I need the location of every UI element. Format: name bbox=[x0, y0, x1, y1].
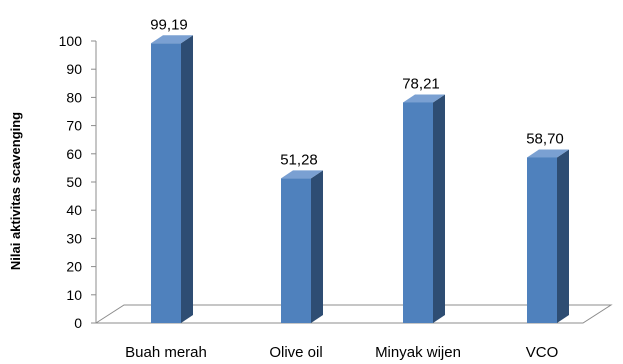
data-labels: 99,19 51,28 78,21 58,70 bbox=[150, 16, 564, 168]
data-label: 58,70 bbox=[526, 130, 564, 147]
y-tick-label: 60 bbox=[66, 146, 82, 162]
bar-side bbox=[557, 149, 569, 323]
data-label: 99,19 bbox=[150, 16, 188, 33]
bar bbox=[527, 149, 569, 323]
bar-top bbox=[527, 149, 569, 158]
bar-front bbox=[527, 157, 557, 323]
y-tick-label: 100 bbox=[59, 33, 83, 49]
bar-front bbox=[281, 178, 311, 323]
bar-front bbox=[403, 102, 433, 323]
category-labels: Buah merah Olive oil Minyak wijen VCO bbox=[125, 344, 558, 361]
y-axis bbox=[91, 40, 97, 324]
y-axis-title: Nilai aktivitas scavenging bbox=[8, 112, 23, 270]
y-tick-label: 70 bbox=[66, 118, 82, 134]
bar bbox=[281, 170, 323, 323]
bars bbox=[151, 35, 569, 323]
y-tick-label: 0 bbox=[74, 315, 82, 331]
category-label: Minyak wijen bbox=[375, 344, 461, 361]
y-tick-label: 50 bbox=[66, 174, 82, 190]
y-tick-labels: 0 10 20 30 40 50 60 70 80 90 100 bbox=[59, 33, 83, 331]
data-label: 78,21 bbox=[402, 75, 440, 92]
bar-top bbox=[403, 94, 445, 103]
y-tick-label: 40 bbox=[66, 202, 82, 218]
data-label: 51,28 bbox=[280, 151, 318, 168]
category-label: VCO bbox=[526, 344, 559, 361]
y-tick-label: 20 bbox=[66, 259, 82, 275]
bar-side bbox=[181, 35, 193, 323]
y-tick-label: 10 bbox=[66, 287, 82, 303]
bar-front bbox=[151, 43, 181, 323]
bar-top bbox=[281, 170, 323, 179]
y-tick-label: 90 bbox=[66, 61, 82, 77]
category-label: Buah merah bbox=[125, 344, 207, 361]
bar bbox=[151, 35, 193, 323]
bar-side bbox=[433, 94, 445, 323]
y-tick-label: 30 bbox=[66, 230, 82, 246]
bar bbox=[403, 94, 445, 323]
category-label: Olive oil bbox=[269, 344, 322, 361]
bar-top bbox=[151, 35, 193, 44]
bar-side bbox=[311, 170, 323, 323]
y-tick-label: 80 bbox=[66, 89, 82, 105]
